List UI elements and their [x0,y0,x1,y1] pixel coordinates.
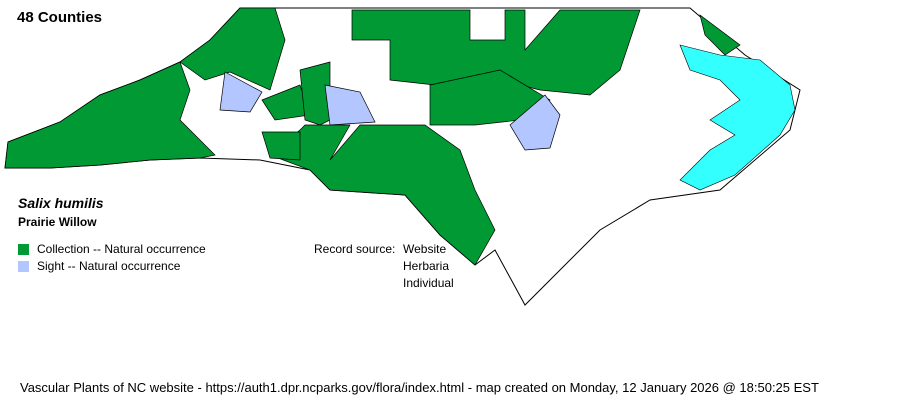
scientific-name: Salix humilis [18,195,104,211]
legend-swatch [18,260,29,272]
record-source-label: Record source: [314,242,396,256]
record-source-value: Individual [403,276,454,290]
sight-counties [219,71,561,151]
legend-label: Sight -- Natural occurrence [37,259,181,273]
record-source-value: Herbaria [403,259,450,273]
footer-credit: Vascular Plants of NC website - https://… [20,380,819,395]
legend-item-sight: Sight -- Natural occurrence [18,259,180,273]
record-source-value: Website [403,242,447,256]
common-name: Prairie Willow [18,215,97,229]
legend-label: Collection -- Natural occurrence [37,242,206,256]
legend-item-collection: Collection -- Natural occurrence [18,242,206,256]
collection-counties [4,7,741,266]
county-count-title: 48 Counties [17,9,103,26]
sounds-water [679,44,796,191]
legend-swatch [18,243,29,255]
